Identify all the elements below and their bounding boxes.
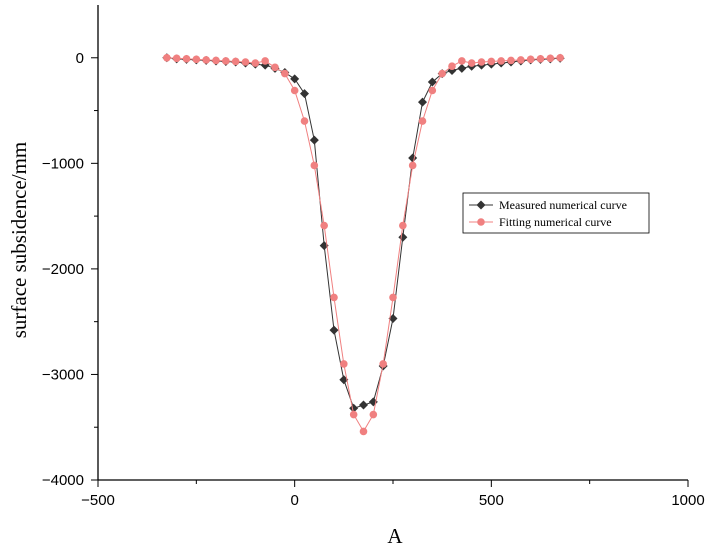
data-point <box>408 153 418 163</box>
y-axis-title: surface subsidence/mm <box>7 142 31 339</box>
data-point <box>408 161 417 170</box>
data-point <box>369 410 378 419</box>
data-point <box>320 221 328 230</box>
x-axis-title: A <box>387 524 403 548</box>
data-point <box>349 410 358 419</box>
data-point <box>231 57 240 66</box>
y-tick-label: −1000 <box>42 155 84 172</box>
data-point <box>330 293 338 302</box>
data-point <box>271 63 279 72</box>
data-point <box>329 325 339 335</box>
data-point <box>477 58 486 66</box>
data-point <box>222 57 230 65</box>
data-point <box>261 57 269 65</box>
data-point <box>418 97 427 107</box>
data-point <box>526 55 535 64</box>
x-tick-label: 500 <box>479 492 504 509</box>
data-point <box>556 53 564 62</box>
data-point <box>241 58 250 66</box>
data-point <box>388 314 398 323</box>
axes <box>97 5 688 481</box>
y-tick-label: −3000 <box>42 366 84 383</box>
data-point <box>290 74 300 84</box>
data-point <box>340 360 348 368</box>
data-point <box>251 59 260 67</box>
legend-label: Measured numerical curve <box>499 198 627 212</box>
data-point <box>359 400 368 410</box>
data-point <box>427 77 437 87</box>
y-tick-label: −2000 <box>42 261 84 278</box>
ticks: −500 0 500 1000 0 −1000 −2000 −3000 −4000 <box>42 50 705 509</box>
data-point <box>300 89 309 99</box>
data-point <box>192 55 201 64</box>
data-point <box>359 427 368 436</box>
data-point <box>438 69 446 78</box>
data-point <box>172 54 181 63</box>
legend-marker <box>477 218 485 226</box>
data-point <box>281 69 289 78</box>
x-tick-label: 1000 <box>671 492 704 509</box>
data-point <box>546 54 555 63</box>
data-point <box>379 360 387 368</box>
legend: Measured numerical curve Fitting numerica… <box>462 192 650 234</box>
data-point <box>487 57 496 66</box>
data-point <box>457 63 467 73</box>
legend-marker <box>476 200 486 210</box>
data-point <box>212 56 220 65</box>
data-point <box>536 55 545 63</box>
y-tick-label: −4000 <box>42 472 84 489</box>
data-point <box>458 57 466 65</box>
data-point <box>309 135 319 145</box>
data-point <box>202 56 210 64</box>
data-point <box>517 56 525 64</box>
data-point <box>418 117 427 125</box>
x-tick-label: 0 <box>290 492 298 509</box>
data-point <box>428 86 437 95</box>
y-tick-label: 0 <box>76 50 84 67</box>
series-layer <box>162 53 565 436</box>
x-tick-label: −500 <box>81 492 115 509</box>
data-point <box>398 232 408 242</box>
legend-label: Fitting numerical curve <box>499 215 612 229</box>
data-point <box>163 53 171 62</box>
data-point <box>497 57 505 65</box>
data-point <box>300 117 309 125</box>
data-point <box>399 221 407 230</box>
data-point <box>507 56 515 65</box>
data-point <box>389 293 397 302</box>
data-point <box>467 59 476 67</box>
data-point <box>182 55 191 63</box>
data-point <box>310 161 319 170</box>
data-point <box>290 86 299 95</box>
series-line <box>166 57 561 433</box>
series-2 <box>163 53 564 436</box>
data-point <box>349 403 359 413</box>
data-point <box>448 62 456 71</box>
legend-box <box>462 192 650 234</box>
